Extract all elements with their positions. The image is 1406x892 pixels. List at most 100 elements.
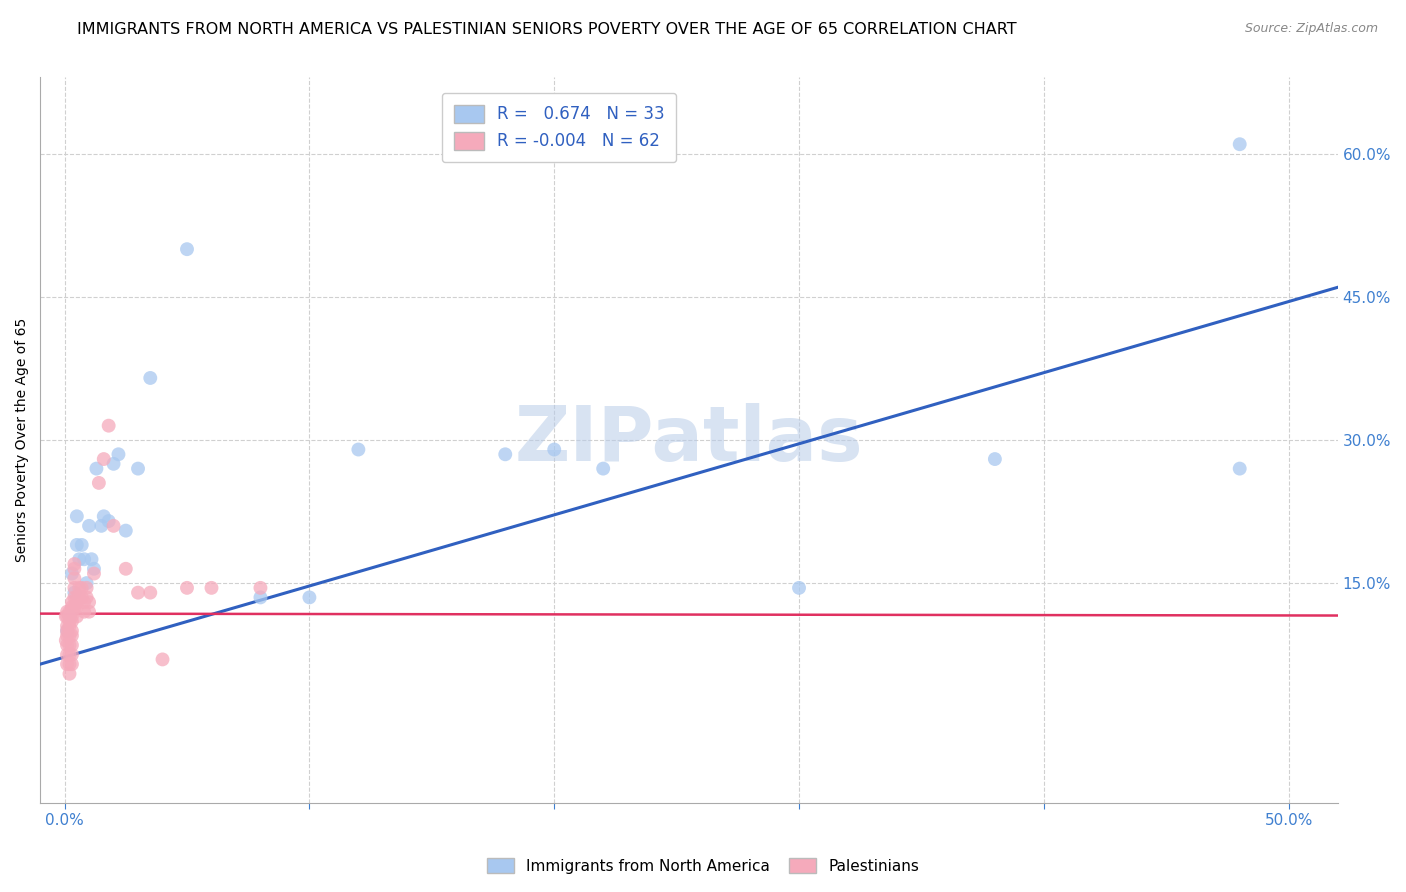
Point — [139, 371, 162, 385]
Point — [77, 519, 100, 533]
Point — [87, 475, 110, 490]
Legend: R =   0.674   N = 33, R = -0.004   N = 62: R = 0.674 N = 33, R = -0.004 N = 62 — [441, 93, 676, 162]
Point — [63, 562, 86, 576]
Point — [139, 585, 162, 599]
Point — [347, 442, 370, 457]
Point — [60, 657, 83, 672]
Point — [63, 571, 86, 585]
Point — [67, 552, 90, 566]
Point — [66, 599, 89, 614]
Point — [55, 633, 77, 648]
Point — [93, 452, 115, 467]
Point — [63, 557, 86, 571]
Point — [83, 562, 105, 576]
Point — [97, 514, 120, 528]
Point — [93, 509, 115, 524]
Point — [103, 519, 125, 533]
Point — [249, 581, 271, 595]
Point — [58, 648, 80, 662]
Point — [76, 591, 98, 605]
Point — [1229, 461, 1251, 475]
Point — [58, 609, 80, 624]
Point — [56, 605, 79, 619]
Point — [60, 624, 83, 638]
Point — [56, 657, 79, 672]
Point — [76, 581, 98, 595]
Point — [127, 585, 149, 599]
Point — [114, 562, 136, 576]
Point — [60, 605, 83, 619]
Point — [58, 666, 80, 681]
Point — [60, 614, 83, 628]
Point — [66, 595, 89, 609]
Point — [80, 552, 103, 566]
Point — [60, 609, 83, 624]
Point — [107, 447, 129, 461]
Point — [58, 605, 80, 619]
Point — [83, 566, 105, 581]
Legend: Immigrants from North America, Palestinians: Immigrants from North America, Palestini… — [481, 852, 925, 880]
Point — [63, 599, 86, 614]
Point — [73, 552, 96, 566]
Point — [249, 591, 271, 605]
Point — [56, 619, 79, 633]
Point — [58, 657, 80, 672]
Point — [56, 629, 79, 643]
Point — [77, 605, 100, 619]
Point — [56, 609, 79, 624]
Point — [592, 461, 614, 475]
Point — [60, 599, 83, 614]
Point — [114, 524, 136, 538]
Point — [1229, 137, 1251, 152]
Point — [103, 457, 125, 471]
Point — [66, 591, 89, 605]
Point — [70, 581, 93, 595]
Point — [494, 447, 516, 461]
Point — [58, 614, 80, 628]
Point — [127, 461, 149, 475]
Point — [70, 538, 93, 552]
Point — [984, 452, 1007, 467]
Point — [60, 629, 83, 643]
Point — [543, 442, 565, 457]
Y-axis label: Seniors Poverty Over the Age of 65: Seniors Poverty Over the Age of 65 — [15, 318, 30, 562]
Text: ZIPatlas: ZIPatlas — [515, 403, 863, 477]
Text: Source: ZipAtlas.com: Source: ZipAtlas.com — [1244, 22, 1378, 36]
Point — [58, 609, 80, 624]
Point — [67, 591, 90, 605]
Point — [97, 418, 120, 433]
Point — [70, 591, 93, 605]
Point — [787, 581, 810, 595]
Point — [56, 624, 79, 638]
Point — [200, 581, 222, 595]
Point — [60, 595, 83, 609]
Point — [298, 591, 321, 605]
Point — [58, 629, 80, 643]
Point — [152, 652, 174, 666]
Point — [60, 648, 83, 662]
Point — [66, 609, 89, 624]
Point — [58, 609, 80, 624]
Point — [56, 624, 79, 638]
Point — [176, 242, 198, 256]
Point — [66, 509, 89, 524]
Point — [90, 519, 112, 533]
Text: IMMIGRANTS FROM NORTH AMERICA VS PALESTINIAN SENIORS POVERTY OVER THE AGE OF 65 : IMMIGRANTS FROM NORTH AMERICA VS PALESTI… — [77, 22, 1017, 37]
Point — [58, 638, 80, 652]
Point — [77, 595, 100, 609]
Point — [55, 609, 77, 624]
Point — [56, 638, 79, 652]
Point — [176, 581, 198, 595]
Point — [63, 581, 86, 595]
Point — [66, 538, 89, 552]
Point — [60, 638, 83, 652]
Point — [67, 581, 90, 595]
Point — [58, 619, 80, 633]
Point — [63, 585, 86, 599]
Point — [86, 461, 108, 475]
Point — [73, 605, 96, 619]
Point — [63, 591, 86, 605]
Point — [76, 576, 98, 591]
Point — [60, 566, 83, 581]
Point — [73, 595, 96, 609]
